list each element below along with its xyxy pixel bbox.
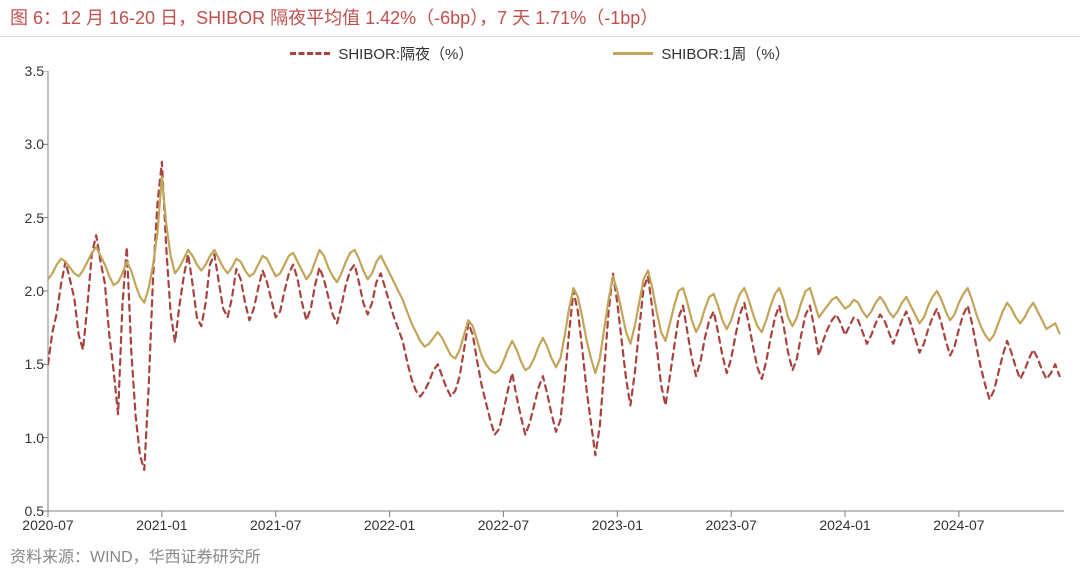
y-tick-label: 3.0 bbox=[10, 136, 44, 152]
figure-title: 图 6：12 月 16-20 日，SHIBOR 隔夜平均值 1.42%（-6bp… bbox=[0, 0, 1080, 37]
y-tick-label: 3.5 bbox=[10, 63, 44, 79]
x-tick-label: 2021-07 bbox=[250, 517, 301, 533]
legend-item-1week: SHIBOR:1周（%） bbox=[613, 43, 789, 64]
x-tick-label: 2024-01 bbox=[819, 517, 870, 533]
x-tick-label: 2021-01 bbox=[136, 517, 187, 533]
y-tick-label: 1.0 bbox=[10, 430, 44, 446]
x-tick-label: 2023-01 bbox=[592, 517, 643, 533]
x-tick-label: 2022-07 bbox=[478, 517, 529, 533]
y-tick-label: 2.0 bbox=[10, 283, 44, 299]
legend-item-overnight: SHIBOR:隔夜（%） bbox=[290, 43, 473, 64]
legend-label-overnight: SHIBOR:隔夜（%） bbox=[338, 43, 473, 64]
x-tick-label: 2024-07 bbox=[933, 517, 984, 533]
legend-label-1week: SHIBOR:1周（%） bbox=[661, 43, 789, 64]
legend: SHIBOR:隔夜（%） SHIBOR:1周（%） bbox=[0, 43, 1080, 64]
source-note: 资料来源：WIND，华西证券研究所 bbox=[10, 543, 261, 567]
y-tick-label: 1.5 bbox=[10, 356, 44, 372]
x-tick-label: 2020-07 bbox=[22, 517, 73, 533]
plot-area bbox=[48, 71, 1064, 511]
x-tick-label: 2022-01 bbox=[364, 517, 415, 533]
legend-swatch-dashed bbox=[290, 52, 330, 55]
data-lines bbox=[48, 71, 1064, 511]
legend-swatch-solid bbox=[613, 52, 653, 55]
chart-container: SHIBOR:隔夜（%） SHIBOR:1周（%） 0.51.01.52.02.… bbox=[0, 37, 1080, 547]
x-tick-label: 2023-07 bbox=[705, 517, 756, 533]
y-tick-label: 2.5 bbox=[10, 210, 44, 226]
